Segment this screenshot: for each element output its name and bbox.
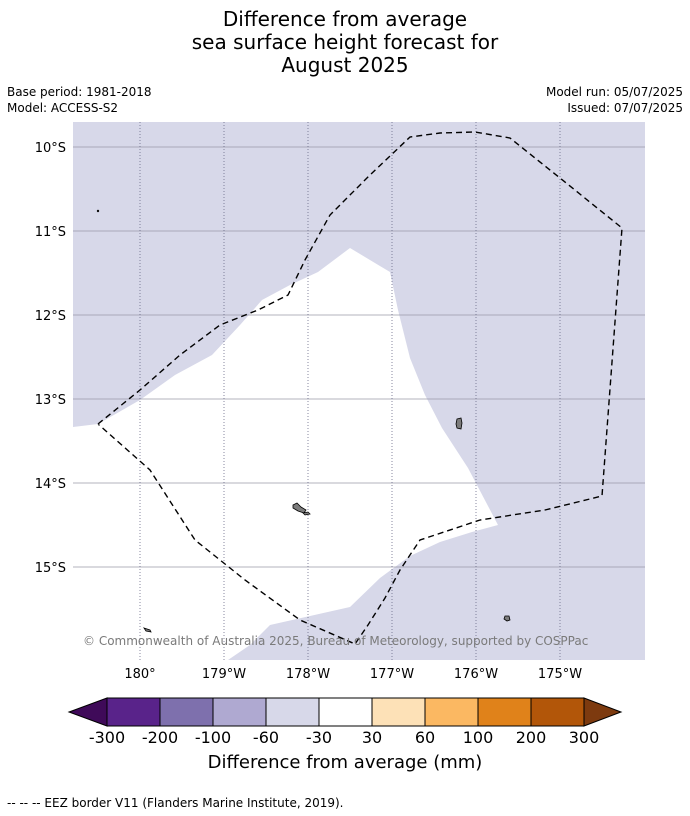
longitude-label: 180° (124, 667, 155, 682)
colorbar (67, 697, 623, 727)
longitude-label: 177°W (370, 667, 414, 682)
gridlines (73, 122, 645, 660)
colorbar-tick-label: 100 (463, 728, 494, 747)
colorbar-segment (371, 697, 426, 727)
colorbar-tick-label: 200 (516, 728, 547, 747)
title-line-2: sea surface height forecast for (191, 30, 499, 54)
meta-right: Model run: 05/07/2025 Issued: 07/07/2025 (546, 84, 683, 116)
latitude-label: 12°S (35, 309, 66, 324)
colorbar-tick-label: 60 (415, 728, 435, 747)
latitude-label: 13°S (35, 393, 66, 408)
colorbar-extend-high (583, 697, 623, 727)
model-text: Model: ACCESS-S2 (7, 101, 119, 115)
colorbar-tick-label: 300 (569, 728, 600, 747)
latitude-labels: 10°S 11°S 12°S 13°S 14°S 15°S (35, 141, 66, 576)
island-shape (143, 627, 152, 633)
issued-text: Issued: 07/07/2025 (567, 101, 683, 115)
colorbar-tick-label: -30 (306, 728, 332, 747)
colorbar-tick-labels: -300 -200 -100 -60 -30 30 60 100 200 300 (89, 728, 599, 747)
colorbar-segment (106, 697, 161, 727)
title-line-1: Difference from average (222, 7, 468, 31)
longitude-label: 175°W (538, 667, 582, 682)
colorbar-title: Difference from average (mm) (207, 752, 483, 773)
colorbar-segment (318, 697, 373, 727)
base-period-text: Base period: 1981-2018 (7, 85, 152, 99)
eez-border-line (97, 131, 623, 645)
island-shape (455, 417, 463, 430)
colorbar-segment (530, 697, 585, 727)
island-shape (302, 511, 311, 516)
title-line-3: August 2025 (281, 53, 409, 77)
colorbar-tick-label: 30 (362, 728, 382, 747)
meta-left: Base period: 1981-2018 Model: ACCESS-S2 (7, 84, 152, 116)
colorbar-segment (265, 697, 320, 727)
longitude-label: 179°W (202, 667, 246, 682)
map-area (73, 122, 645, 660)
map-title: Difference from average sea surface heig… (0, 8, 690, 77)
model-run-text: Model run: 05/07/2025 (545, 85, 683, 99)
colorbar-segment (424, 697, 479, 727)
longitude-label: 178°W (286, 667, 330, 682)
colorbar-segment (477, 697, 532, 727)
island-shape (503, 615, 511, 622)
colorbar-tick-label: -100 (195, 728, 231, 747)
colorbar-segment (212, 697, 267, 727)
island-shape (96, 209, 100, 213)
latitude-label: 14°S (35, 477, 66, 492)
colorbar-segment (159, 697, 214, 727)
colorbar-extend-low (67, 697, 108, 727)
islands (96, 209, 511, 633)
eez-legend-footnote: -- -- -- EEZ border V11 (Flanders Marine… (7, 796, 344, 810)
colorbar-tick-label: -60 (253, 728, 279, 747)
longitude-label: 176°W (454, 667, 498, 682)
latitude-label: 15°S (35, 561, 66, 576)
colorbar-tick-label: -300 (89, 728, 125, 747)
longitude-labels: 180° 179°W 178°W 177°W 176°W 175°W (124, 667, 582, 682)
island-shape (292, 502, 307, 514)
copyright-text: © Commonwealth of Australia 2025, Bureau… (83, 634, 588, 648)
latitude-label: 10°S (35, 141, 66, 156)
latitude-label: 11°S (35, 225, 66, 240)
colorbar-tick-label: -200 (142, 728, 178, 747)
